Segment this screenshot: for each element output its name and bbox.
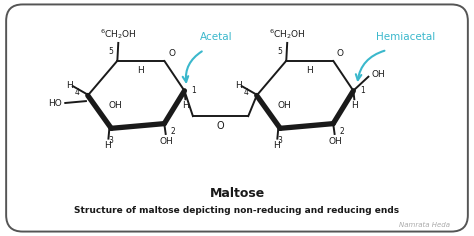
Text: Structure of maltose depicting non-reducing and reducing ends: Structure of maltose depicting non-reduc… bbox=[74, 206, 400, 215]
Text: $^6$CH$_2$OH: $^6$CH$_2$OH bbox=[100, 27, 137, 41]
Text: H: H bbox=[236, 81, 242, 90]
Text: 3: 3 bbox=[278, 136, 283, 145]
Text: 4: 4 bbox=[243, 88, 248, 97]
Text: Hemiacetal: Hemiacetal bbox=[376, 32, 436, 42]
Text: H: H bbox=[66, 81, 73, 90]
Text: OH: OH bbox=[328, 137, 342, 146]
Text: 4: 4 bbox=[74, 88, 79, 97]
Text: 2: 2 bbox=[171, 127, 175, 136]
Text: 3: 3 bbox=[109, 136, 114, 145]
Text: HO: HO bbox=[48, 99, 62, 108]
Text: H: H bbox=[104, 141, 111, 151]
Text: H: H bbox=[351, 101, 358, 110]
Text: 1: 1 bbox=[191, 86, 196, 95]
Text: 5: 5 bbox=[109, 47, 114, 56]
Text: 1: 1 bbox=[360, 86, 365, 95]
Text: H: H bbox=[137, 66, 144, 75]
Text: Namrata Heda: Namrata Heda bbox=[400, 222, 450, 228]
Text: $^6$CH$_2$OH: $^6$CH$_2$OH bbox=[269, 27, 306, 41]
Text: Maltose: Maltose bbox=[210, 187, 264, 200]
FancyBboxPatch shape bbox=[6, 4, 468, 232]
Text: O: O bbox=[337, 49, 344, 58]
Text: H: H bbox=[306, 66, 313, 75]
Text: OH: OH bbox=[277, 101, 291, 110]
Text: H: H bbox=[182, 101, 189, 110]
Text: OH: OH bbox=[108, 101, 122, 110]
Text: OH: OH bbox=[160, 137, 173, 146]
Text: OH: OH bbox=[371, 70, 385, 79]
Text: 5: 5 bbox=[278, 47, 283, 56]
Text: O: O bbox=[168, 49, 175, 58]
Text: O: O bbox=[217, 121, 224, 131]
Text: Acetal: Acetal bbox=[200, 32, 232, 42]
Text: H: H bbox=[273, 141, 280, 151]
Text: 2: 2 bbox=[340, 127, 345, 136]
